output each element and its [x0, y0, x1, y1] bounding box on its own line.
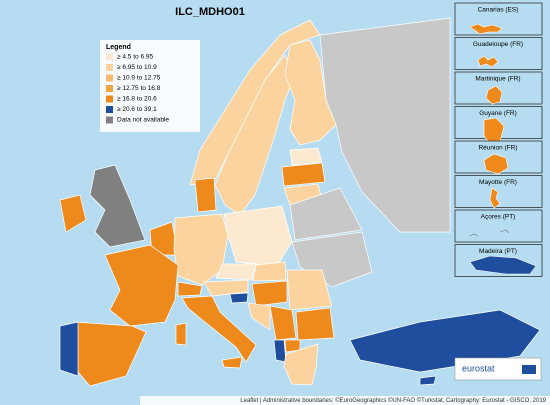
inset-label: Guyane (FR) [479, 110, 517, 117]
inset-shape [469, 229, 510, 237]
slovakia [252, 261, 287, 282]
switzerland [177, 281, 203, 297]
inset-label: Martinique (FR) [475, 76, 520, 83]
inset-shape [469, 23, 503, 35]
sardinia [175, 322, 187, 346]
inset-label: Canarias (ES) [478, 7, 519, 14]
slovenia [229, 292, 249, 304]
legend-label: Data not available [117, 117, 169, 124]
albania [273, 339, 287, 363]
inset-label: Mayotte (FR) [479, 179, 517, 186]
legend-swatch [106, 85, 113, 92]
legend-label: ≥ 12.75 to 16.8 [117, 85, 161, 92]
legend-swatch [106, 64, 113, 71]
legend-label: ≥ 20.6 to 39.1 [117, 106, 157, 113]
attribution: Leaflet | Administrative boundaries: ©Eu… [240, 397, 546, 404]
attribution-bar [140, 396, 550, 405]
denmark [194, 177, 217, 213]
latvia [281, 162, 326, 187]
croatia [247, 302, 271, 331]
finland [284, 39, 337, 146]
logo-text: eurostat [462, 363, 495, 373]
inset-shape [483, 153, 509, 175]
united-kingdom [89, 164, 146, 248]
inset-frame [454, 37, 543, 70]
estonia [289, 147, 323, 166]
insets: Canarias (ES) Guadeloupe (FR) Martinique (… [454, 2, 543, 277]
legend: Legend ≥ 4.5 to 6.95 ≥ 6.95 to 10.9 ≥ 10.9… [100, 40, 200, 132]
belarus [289, 187, 363, 241]
sicily [221, 356, 243, 369]
greece [283, 343, 319, 386]
legend-swatch [106, 106, 113, 113]
inset-label: Guadeloupe (FR) [473, 41, 523, 48]
legend-swatch [106, 53, 113, 61]
cyprus [419, 375, 437, 386]
inset-label: Açores (PT) [481, 214, 516, 221]
legend-title: Legend [106, 44, 131, 51]
inset-shape [485, 85, 503, 105]
bulgaria [295, 307, 335, 341]
logo: eurostat [454, 357, 542, 381]
map-title: ILC_MDHO01 [175, 6, 245, 18]
countries [59, 17, 541, 387]
romania [286, 269, 333, 311]
inset-label: Madeira (PT) [479, 248, 517, 255]
inset-label: Réunion (FR) [478, 145, 517, 152]
legend-box [100, 40, 200, 132]
legend-swatch [106, 116, 113, 124]
legend-swatch [106, 95, 113, 103]
italy [181, 295, 257, 363]
turkey [349, 309, 541, 373]
legend-label: ≥ 6.95 to 10.9 [117, 64, 157, 71]
inset-frame [454, 209, 543, 243]
logo-flag [522, 365, 536, 374]
poland [223, 205, 293, 267]
legend-swatch [106, 74, 113, 82]
legend-label: ≥ 4.5 to 6.95 [117, 54, 153, 61]
inset-shape [477, 55, 499, 68]
inset-shape [489, 187, 501, 209]
france [104, 244, 179, 327]
czechia [215, 263, 257, 281]
serbia [269, 305, 297, 341]
inset-shape [469, 255, 537, 275]
germany [173, 213, 229, 286]
legend-label: ≥ 10.9 to 12.75 [117, 75, 161, 82]
ireland [59, 194, 87, 233]
portugal [59, 321, 79, 377]
logo-box [454, 357, 542, 381]
hungary [251, 280, 288, 307]
legend-label: ≥ 16.8 to 20.6 [117, 96, 157, 103]
austria [203, 279, 249, 297]
